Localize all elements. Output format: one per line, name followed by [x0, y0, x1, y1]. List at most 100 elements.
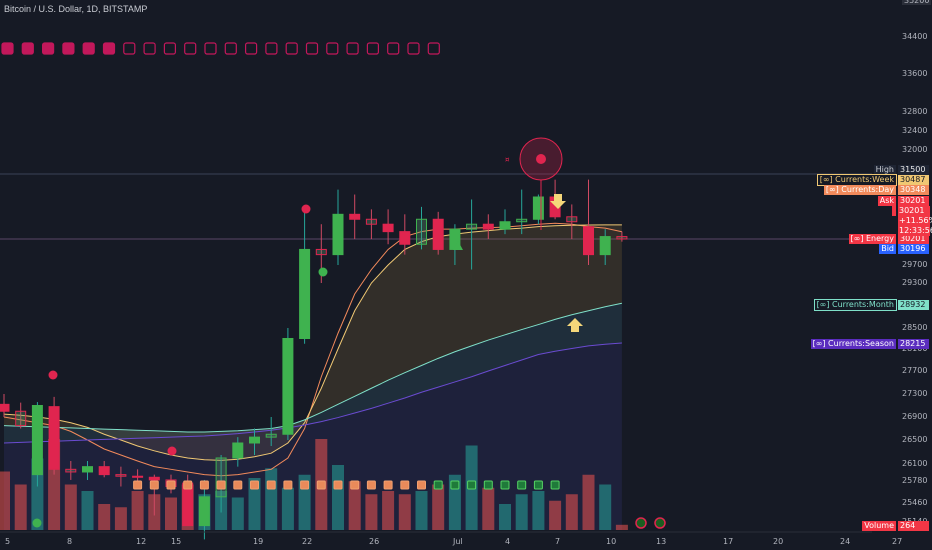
price-tick: 33600 [902, 69, 928, 78]
time-tick: 17 [723, 537, 734, 546]
candle [148, 476, 160, 481]
time-tick: 26 [369, 537, 380, 546]
energy-target-dot [536, 154, 546, 164]
time-tick: 10 [606, 537, 617, 546]
price-tick: 25460 [902, 498, 928, 507]
last-countdown: 12:33:56 [899, 226, 932, 235]
candle [82, 466, 93, 473]
candle [15, 410, 27, 427]
signal-marker [216, 480, 226, 490]
signal-marker [500, 480, 510, 490]
last-price-block: 30201+11.56%12:33:56 [898, 206, 932, 236]
signal-marker [316, 480, 326, 490]
volume-bar [0, 471, 10, 530]
chart-title: Bitcoin / U.S. Dollar, 1D, BITSTAMP [4, 4, 148, 14]
signal-square [82, 42, 95, 55]
up-triangle-icon [453, 241, 463, 250]
candle [583, 226, 594, 256]
ask-label-tag: Ask [877, 196, 896, 206]
price-tick: 26100 [902, 459, 928, 468]
volume-bar [482, 487, 495, 530]
price-tick: 26500 [902, 435, 928, 444]
time-tick: 12 [136, 537, 147, 546]
time-tick: 8 [67, 537, 73, 546]
price-tick-clipped: 35200 [902, 0, 932, 5]
volume-bar [499, 504, 511, 530]
time-tick: 20 [773, 537, 784, 546]
signal-dot [318, 267, 328, 277]
time-tick: 15 [171, 537, 182, 546]
signal-marker [250, 480, 259, 490]
price-axis[interactable]: 3440033600328003240032000297002930028900… [872, 0, 932, 550]
signal-square [305, 42, 319, 55]
time-tick: 19 [253, 537, 264, 546]
candle [432, 218, 444, 250]
month-season-band [4, 303, 622, 443]
signal-square [184, 42, 197, 55]
signal-dot [32, 518, 42, 528]
price-tick: 28500 [902, 323, 928, 332]
signal-marker [533, 480, 543, 490]
candle [349, 213, 361, 220]
volume-bar [31, 458, 44, 530]
signal-square [102, 42, 116, 55]
marker-glyph: ¤ [505, 156, 510, 164]
candle [399, 231, 411, 245]
signal-marker [333, 480, 343, 490]
month-value-tag: 28932 [898, 300, 929, 310]
candle [31, 405, 43, 476]
volume-bar [382, 491, 395, 530]
signal-marker [450, 480, 460, 490]
volume-bar [365, 494, 378, 530]
signal-marker [283, 480, 293, 490]
volume-bar [398, 494, 411, 530]
candle [115, 474, 127, 477]
time-tick: Jul [453, 537, 463, 546]
volume-value-tag: 264 [898, 521, 929, 531]
event-badge-icon [654, 517, 666, 529]
signal-marker [417, 480, 426, 490]
signal-marker [300, 480, 310, 490]
signal-square [224, 42, 237, 55]
currents-season-line [3, 342, 622, 444]
price-tick: 29700 [902, 260, 928, 269]
signal-marker [166, 480, 176, 490]
volume-bar [131, 491, 144, 530]
volume-bar [515, 494, 528, 530]
currents-month-line [3, 302, 623, 433]
signal-square [204, 42, 217, 55]
currents-week-line [3, 224, 622, 461]
signal-marker [550, 480, 560, 490]
candle [299, 248, 311, 339]
signal-dot [48, 370, 58, 380]
signal-marker [149, 480, 159, 490]
candle [249, 436, 260, 444]
volume-bar [265, 468, 278, 530]
time-tick: 24 [840, 537, 851, 546]
signal-marker [366, 480, 376, 490]
price-tick: 32400 [902, 126, 928, 135]
time-tick: 7 [555, 537, 561, 546]
volume-bar [165, 497, 177, 530]
candle [48, 406, 60, 470]
candle [0, 403, 10, 412]
volume-bar [248, 478, 261, 530]
signal-square [285, 42, 298, 55]
price-tick: 32000 [902, 145, 928, 154]
signal-marker [433, 480, 443, 490]
signal-square [143, 42, 156, 55]
volume-bar [415, 491, 428, 530]
signal-marker [233, 480, 243, 490]
volume-bar [599, 484, 612, 530]
ask-value-tag: 30201 [898, 196, 929, 206]
signal-marker [183, 480, 193, 490]
price-tick: 27300 [902, 389, 928, 398]
signal-square [1, 42, 14, 55]
candle [332, 213, 344, 256]
volume-bar [565, 494, 578, 530]
signal-square [387, 42, 400, 55]
time-tick: 4 [505, 537, 511, 546]
signal-square [427, 42, 440, 55]
week-month-band [4, 224, 622, 461]
